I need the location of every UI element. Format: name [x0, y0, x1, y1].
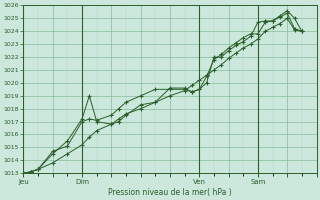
X-axis label: Pression niveau de la mer( hPa ): Pression niveau de la mer( hPa ) — [108, 188, 232, 197]
